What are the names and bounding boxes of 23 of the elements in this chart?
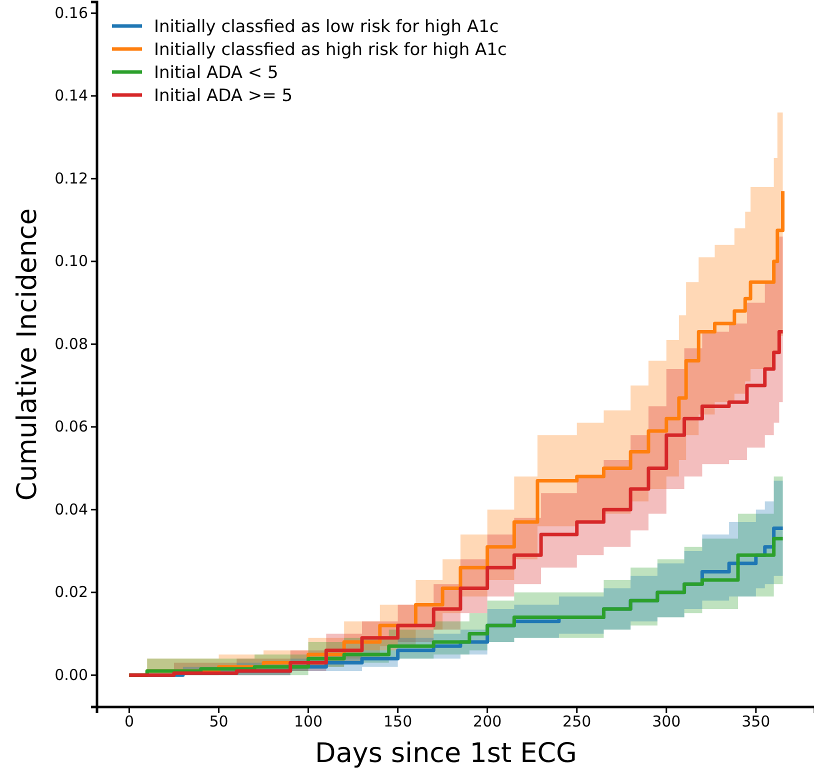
y-tick-label: 0.08 <box>54 334 88 353</box>
legend-label: Initially classfied as high risk for high A1c <box>154 40 507 60</box>
y-tick-label: 0.06 <box>54 418 88 436</box>
y-tick-label: 0.04 <box>54 500 88 518</box>
y-tick-label: 0.00 <box>54 666 88 684</box>
x-tick-label: 50 <box>209 712 228 731</box>
legend-label: Initial ADA < 5 <box>154 63 278 83</box>
legend-label: Initial ADA >= 5 <box>154 86 293 106</box>
y-tick-label: 0.02 <box>54 583 88 602</box>
y-tick-label: 0.14 <box>54 86 88 105</box>
y-tick-label: 0.12 <box>54 169 88 188</box>
x-tick-label: 300 <box>652 712 681 731</box>
legend-label: Initially classfied as low risk for high A1c <box>154 17 499 37</box>
y-tick-label: 0.10 <box>54 252 88 270</box>
x-tick-label: 150 <box>383 712 412 731</box>
x-axis-title: Days since 1st ECG <box>315 738 577 769</box>
x-tick-label: 200 <box>473 712 502 731</box>
y-tick-label: 0.16 <box>54 4 88 22</box>
x-tick-label: 250 <box>562 712 592 731</box>
x-tick-label: 100 <box>294 712 323 731</box>
x-tick-label: 350 <box>742 712 770 731</box>
x-tick-label: 0 <box>124 712 134 731</box>
y-axis-title: Cumulative Incidence <box>12 208 43 501</box>
